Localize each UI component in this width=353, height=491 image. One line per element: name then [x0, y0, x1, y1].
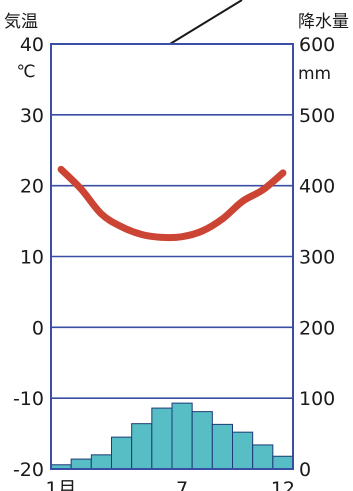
precipitation-tick-label: 200 [299, 317, 335, 339]
temperature-tick-label: -10 [13, 388, 44, 410]
precipitation-tick-label: 400 [299, 176, 335, 198]
month-tick-label: 12 [271, 478, 295, 491]
precipitation-bar [70, 458, 92, 470]
precipitation-bar [191, 411, 213, 470]
temperature-tick-label: -20 [13, 459, 44, 481]
right-axis-unit: mm [298, 64, 331, 84]
temperature-line [57, 165, 287, 242]
precipitation-tick-label: 500 [299, 105, 335, 127]
plot-frame [50, 43, 294, 470]
temperature-tick-label: 20 [20, 176, 44, 198]
precipitation-tick-label: 600 [299, 34, 335, 56]
temperature-tick-label: 10 [20, 247, 44, 269]
precipitation-bar [211, 423, 233, 470]
temperature-tick-label: 30 [20, 105, 44, 127]
precipitation-tick-label: 0 [299, 459, 311, 481]
precipitation-bar [272, 455, 294, 470]
precipitation-bar [252, 444, 274, 470]
precipitation-tick-label: 300 [299, 247, 335, 269]
month-tick-label: 1月 [46, 478, 77, 491]
left-axis-title: 気温 [4, 12, 38, 32]
precipitation-bar [171, 402, 193, 470]
precipitation-tick-labels: 600 500 400 300 200 100 0 [299, 34, 335, 481]
right-axis-title: 降水量 [298, 12, 349, 32]
gridlines [51, 114, 293, 399]
precipitation-bar [232, 431, 254, 470]
precipitation-bars [50, 402, 294, 470]
temperature-tick-label: 40 [20, 34, 44, 56]
month-tick-labels: 1月 7 12 [46, 478, 295, 491]
month-tick-label: 7 [176, 478, 188, 491]
precipitation-bar [111, 436, 133, 470]
precipitation-bar [131, 423, 153, 470]
precipitation-tick-label: 100 [299, 388, 335, 410]
temperature-tick-label: 0 [32, 317, 44, 339]
precipitation-bar [151, 407, 173, 470]
precipitation-bar [90, 454, 113, 470]
leader-line [169, 0, 243, 45]
temperature-tick-labels: 40 30 20 10 0 -10 -20 [13, 34, 44, 481]
left-axis-unit: ℃ [16, 62, 35, 82]
